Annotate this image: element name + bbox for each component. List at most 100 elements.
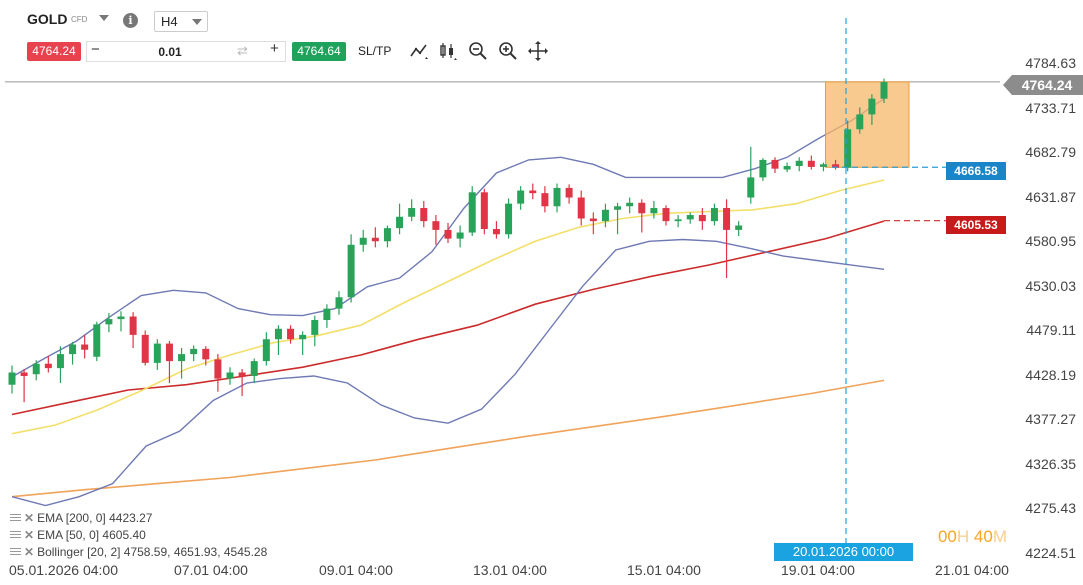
- marker-price-tag: 4666.58: [946, 162, 1006, 180]
- candle-body: [105, 319, 113, 325]
- time-tick-label: 19.01 04:00: [781, 562, 855, 578]
- remove-indicator-icon[interactable]: ✕: [24, 528, 35, 542]
- time-tick-label: 21.01 04:00: [935, 562, 1009, 578]
- candle-body: [614, 206, 622, 210]
- price-tick-label: 4682.79: [1025, 144, 1076, 161]
- sell-button[interactable]: 4764.24: [27, 42, 81, 61]
- candle-body: [565, 187, 573, 198]
- price-tick-label: 4224.51: [1025, 545, 1076, 561]
- symbol-name[interactable]: GOLD: [27, 11, 68, 27]
- quantity-input[interactable]: 0.01: [158, 45, 182, 59]
- settings-icon[interactable]: [10, 514, 21, 524]
- chart-type-line-icon[interactable]: [408, 40, 430, 62]
- legend-bollinger[interactable]: ✕ Bollinger [20, 2] 4758.59, 4651.93, 454…: [10, 545, 267, 559]
- ema50-line: [11, 220, 885, 416]
- timer-hours: 00: [937, 527, 957, 546]
- candle-body: [795, 160, 803, 167]
- candle-body: [214, 359, 222, 379]
- candle-body: [650, 208, 658, 214]
- price-tick-label: 4377.27: [1025, 411, 1076, 428]
- candle-body: [226, 372, 234, 379]
- price-tick-label: 4631.87: [1025, 188, 1076, 205]
- price-tick-label: 4275.43: [1025, 500, 1076, 517]
- legend-text: EMA [50, 0] 4605.40: [37, 528, 146, 542]
- sltp-button[interactable]: SL/TP: [358, 44, 392, 58]
- candle-body: [819, 164, 827, 167]
- zoom-out-icon[interactable]: [467, 40, 489, 62]
- candle-body: [420, 208, 428, 222]
- candle-body: [638, 202, 646, 214]
- candle-body: [238, 372, 246, 376]
- price-tick-label: 4479.11: [1026, 322, 1076, 339]
- candle-body: [735, 225, 743, 230]
- settings-icon[interactable]: [10, 548, 21, 558]
- candle-body: [844, 129, 852, 168]
- candle-body: [335, 297, 343, 309]
- candle-body: [311, 319, 319, 335]
- legend-ema200[interactable]: ✕ EMA [200, 0] 4423.27: [10, 511, 152, 525]
- symbol-dropdown-icon[interactable]: [99, 15, 109, 21]
- zoom-in-icon[interactable]: [497, 40, 519, 62]
- candle-body: [783, 166, 791, 170]
- candle-body: [383, 228, 391, 242]
- candle-body: [880, 82, 888, 99]
- candle-body: [165, 343, 173, 362]
- candle-body: [710, 208, 718, 222]
- candle-body: [492, 229, 500, 235]
- info-icon[interactable]: i: [123, 13, 138, 28]
- candle-body: [129, 316, 137, 335]
- quantity-stepper[interactable]: [86, 41, 286, 62]
- candle-body: [299, 334, 307, 340]
- candle-body: [541, 193, 549, 207]
- candle-body: [347, 244, 355, 298]
- crosshair-time-label: 20.01.2026 00:00: [774, 543, 913, 561]
- candle-body: [396, 216, 404, 229]
- candle-body: [287, 328, 295, 340]
- price-tick-label: 4580.95: [1025, 233, 1076, 250]
- current-price-tag: [1003, 75, 1083, 95]
- increase-quantity-button[interactable]: +: [270, 40, 279, 57]
- buy-button[interactable]: 4764.64: [292, 42, 346, 61]
- candle-body: [832, 164, 840, 168]
- candle-body: [93, 324, 101, 357]
- legend-ema50[interactable]: ✕ EMA [50, 0] 4605.40: [10, 528, 146, 542]
- candle-body: [468, 192, 476, 233]
- candle-body: [32, 363, 40, 375]
- price-tick-label: 4326.35: [1025, 455, 1076, 472]
- legend-text: Bollinger [20, 2] 4758.59, 4651.93, 4545…: [37, 545, 268, 559]
- candle-body: [56, 354, 64, 369]
- timer-minutes: 40: [973, 527, 993, 546]
- candle-body: [759, 159, 767, 178]
- candle-body: [359, 237, 367, 245]
- highlight-zone: [825, 81, 910, 168]
- price-tick-label: 4784.63: [1025, 55, 1076, 71]
- candle-body: [529, 190, 537, 194]
- remove-indicator-icon[interactable]: ✕: [24, 511, 35, 525]
- price-tick-label: 4428.19: [1025, 366, 1076, 383]
- bollinger-lower-line: [11, 238, 885, 507]
- price-chart[interactable]: [0, 0, 1000, 585]
- remove-indicator-icon[interactable]: ✕: [24, 545, 35, 559]
- candle-body: [723, 208, 731, 230]
- candle-body: [153, 343, 161, 363]
- candle-body: [432, 221, 440, 230]
- candle-body: [626, 202, 634, 207]
- candle-body: [250, 361, 258, 376]
- candle-body: [408, 208, 416, 217]
- ema200-line: [11, 379, 885, 498]
- candle-body: [178, 354, 186, 362]
- candle-body: [505, 203, 513, 235]
- timer-minutes-unit: M: [992, 527, 1007, 546]
- candle-body: [8, 372, 16, 385]
- candle-body: [202, 348, 210, 360]
- chart-type-candles-icon[interactable]: [437, 40, 459, 62]
- move-icon[interactable]: [527, 40, 549, 62]
- decrease-quantity-button[interactable]: −: [91, 41, 100, 58]
- swap-icon[interactable]: ⇄: [237, 43, 248, 58]
- candle-body: [262, 339, 270, 362]
- timeframe-select[interactable]: H4: [154, 11, 208, 32]
- candle-body: [323, 308, 331, 320]
- current-price-label: 4764.24: [1021, 77, 1073, 93]
- candle-body: [141, 334, 149, 363]
- settings-icon[interactable]: [10, 531, 21, 541]
